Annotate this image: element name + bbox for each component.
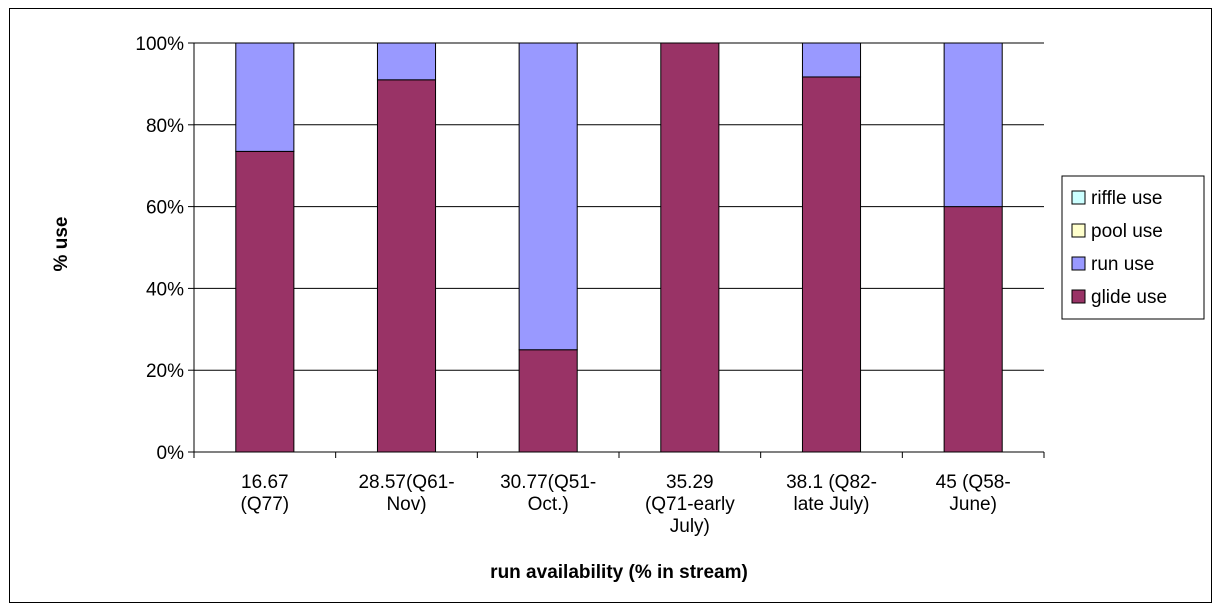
y-tick-label: 0% — [157, 443, 185, 464]
y-tick-label: 80% — [146, 116, 184, 137]
gridlines — [194, 42, 1044, 371]
bar-segment-glide-use — [376, 79, 437, 453]
x-tick-label: 30.77(Q51-Oct.) — [500, 472, 596, 515]
bar-segment-run-use — [801, 42, 862, 78]
bars — [235, 42, 1003, 453]
bar-segment-glide-use — [235, 150, 295, 453]
y-tick-labels: 0% 20% 40% 60% 80% 100% — [135, 34, 184, 464]
bar-segment-run-use — [376, 42, 437, 81]
bar-segment-run-use — [943, 42, 1003, 208]
legend-swatch — [1071, 223, 1086, 238]
legend-label: riffle use — [1091, 188, 1162, 209]
bar-segment-run-use — [235, 42, 295, 152]
legend-swatch — [1071, 289, 1086, 304]
y-tick-label: 60% — [146, 198, 184, 219]
bar-segment-glide-use — [660, 42, 720, 453]
x-tick-labels: 16.67 (Q77) 28.57(Q61-Nov) 30.77(Q51-Oct.) 3… — [241, 472, 1011, 537]
y-tick-label: 20% — [146, 361, 184, 382]
bar-segment-run-use — [518, 42, 578, 351]
chart-area — [9, 8, 1212, 603]
bar-segment-glide-use — [518, 349, 578, 453]
legend-box — [1061, 175, 1205, 320]
legend-label: pool use — [1091, 221, 1163, 242]
legend-swatch — [1071, 256, 1086, 271]
x-tick-label: 45 (Q58-June) — [936, 472, 1011, 515]
x-tick-label: 38.1 (Q82-late July) — [786, 472, 877, 515]
x-axis-title: run availability (% in stream) — [490, 562, 748, 583]
y-tick-label: 100% — [135, 34, 184, 55]
legend-label: glide use — [1091, 287, 1167, 308]
y-tick-label: 40% — [146, 279, 184, 300]
y-axis-title: % use — [51, 217, 72, 272]
x-tick-label: 28.57(Q61-Nov) — [358, 472, 454, 515]
legend-swatch — [1071, 190, 1086, 205]
x-tick-label: 35.29 (Q71-early July) — [645, 472, 735, 537]
legend-label: run use — [1091, 254, 1154, 275]
bar-segment-glide-use — [801, 76, 862, 453]
axes — [188, 42, 1045, 458]
x-tick-label: 16.67 (Q77) — [241, 472, 290, 515]
bar-segment-glide-use — [943, 206, 1003, 453]
legend: riffle use pool use run use glide use — [1061, 175, 1205, 320]
